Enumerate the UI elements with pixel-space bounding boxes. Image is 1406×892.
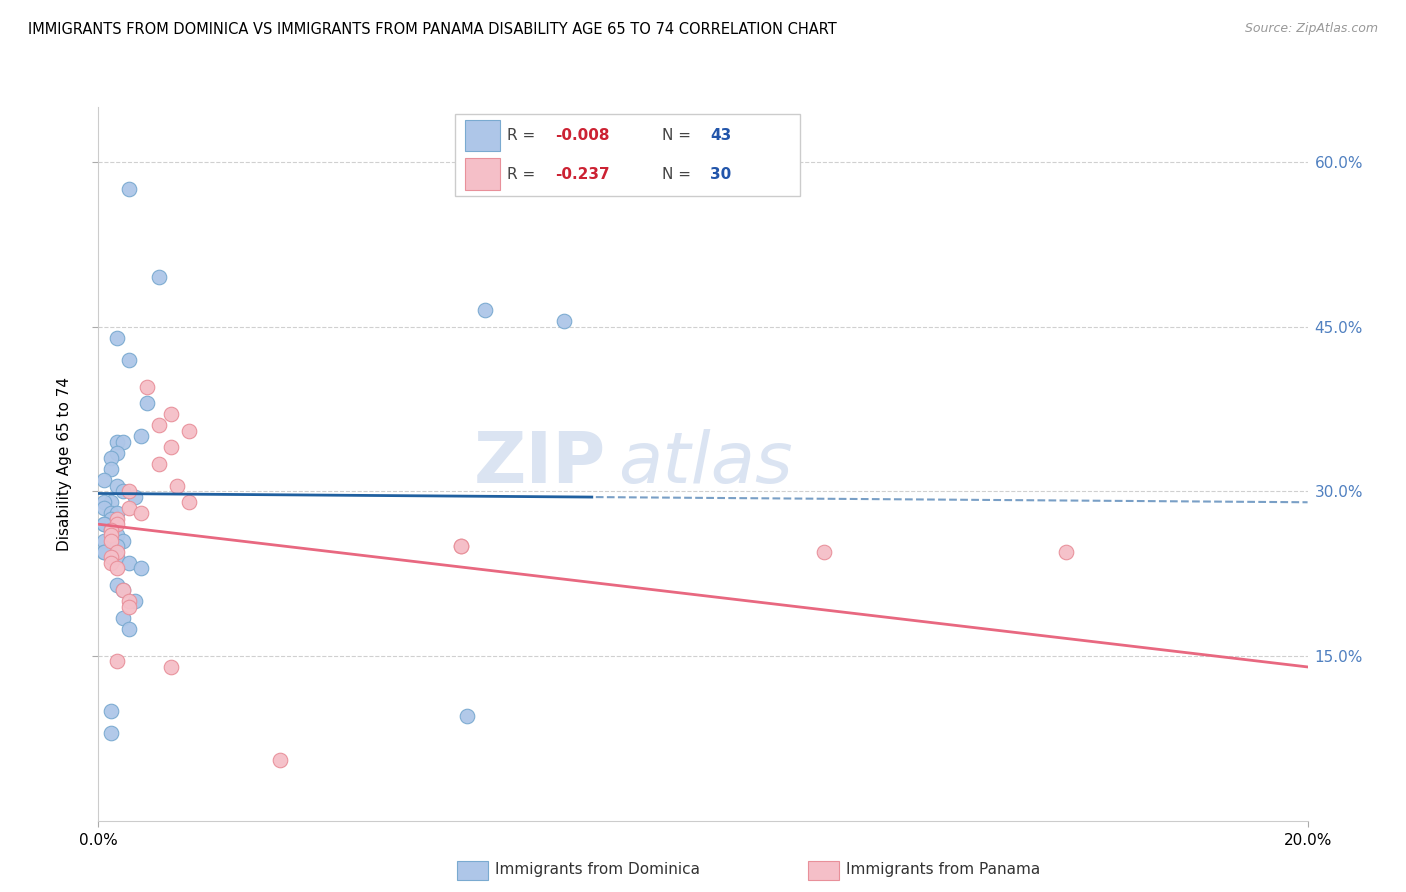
Point: [93, 533, 115, 548]
Point: [118, 182, 141, 196]
Point: [93, 473, 115, 487]
Point: [111, 610, 134, 624]
Point: [148, 457, 170, 471]
Point: [111, 484, 134, 499]
Point: [105, 506, 128, 520]
Point: [124, 594, 146, 608]
Point: [93, 517, 115, 532]
Point: [100, 462, 122, 476]
Point: [105, 561, 128, 575]
Point: [148, 418, 170, 433]
Point: [450, 539, 472, 553]
Point: [118, 622, 141, 636]
Point: [105, 512, 128, 526]
Point: [100, 512, 122, 526]
Point: [160, 441, 183, 455]
Point: [100, 533, 122, 548]
Point: [111, 583, 134, 598]
Point: [100, 506, 122, 520]
Point: [474, 303, 496, 318]
Point: [118, 500, 141, 515]
Text: Immigrants from Panama: Immigrants from Panama: [846, 863, 1040, 877]
Point: [118, 352, 141, 367]
Point: [100, 550, 122, 565]
Point: [105, 330, 128, 344]
Point: [100, 726, 122, 740]
Text: Immigrants from Dominica: Immigrants from Dominica: [495, 863, 700, 877]
Y-axis label: Disability Age 65 to 74: Disability Age 65 to 74: [58, 376, 72, 551]
Point: [105, 528, 128, 542]
Point: [129, 561, 152, 575]
Point: [100, 556, 122, 570]
Point: [160, 660, 183, 674]
Point: [269, 753, 291, 767]
Point: [179, 495, 201, 509]
Text: ZIP: ZIP: [474, 429, 606, 499]
Point: [100, 451, 122, 466]
Point: [105, 539, 128, 553]
Point: [100, 523, 122, 537]
Point: [105, 446, 128, 460]
Point: [813, 544, 835, 558]
Point: [1054, 544, 1077, 558]
Point: [179, 424, 201, 438]
Point: [100, 704, 122, 718]
Text: atlas: atlas: [619, 429, 793, 499]
Point: [148, 270, 170, 285]
Point: [100, 528, 122, 542]
Point: [105, 434, 128, 449]
Point: [129, 429, 152, 443]
Point: [93, 544, 115, 558]
Point: [105, 544, 128, 558]
Point: [135, 380, 157, 394]
Point: [100, 523, 122, 537]
Point: [105, 577, 128, 591]
Point: [93, 544, 115, 558]
Point: [129, 506, 152, 520]
Point: [456, 709, 478, 723]
Point: [166, 479, 188, 493]
Point: [93, 517, 115, 532]
Point: [93, 500, 115, 515]
Point: [105, 479, 128, 493]
Point: [111, 434, 134, 449]
Point: [111, 583, 134, 598]
Point: [100, 495, 122, 509]
Point: [93, 495, 115, 509]
Point: [105, 517, 128, 532]
Point: [135, 396, 157, 410]
Point: [118, 594, 141, 608]
Text: Source: ZipAtlas.com: Source: ZipAtlas.com: [1244, 22, 1378, 36]
Point: [450, 539, 472, 553]
Point: [105, 655, 128, 669]
Point: [118, 556, 141, 570]
Point: [124, 490, 146, 504]
Point: [111, 533, 134, 548]
Point: [105, 550, 128, 565]
Point: [160, 408, 183, 422]
Point: [118, 484, 141, 499]
Point: [553, 314, 575, 328]
Point: [118, 599, 141, 614]
Text: IMMIGRANTS FROM DOMINICA VS IMMIGRANTS FROM PANAMA DISABILITY AGE 65 TO 74 CORRE: IMMIGRANTS FROM DOMINICA VS IMMIGRANTS F…: [28, 22, 837, 37]
